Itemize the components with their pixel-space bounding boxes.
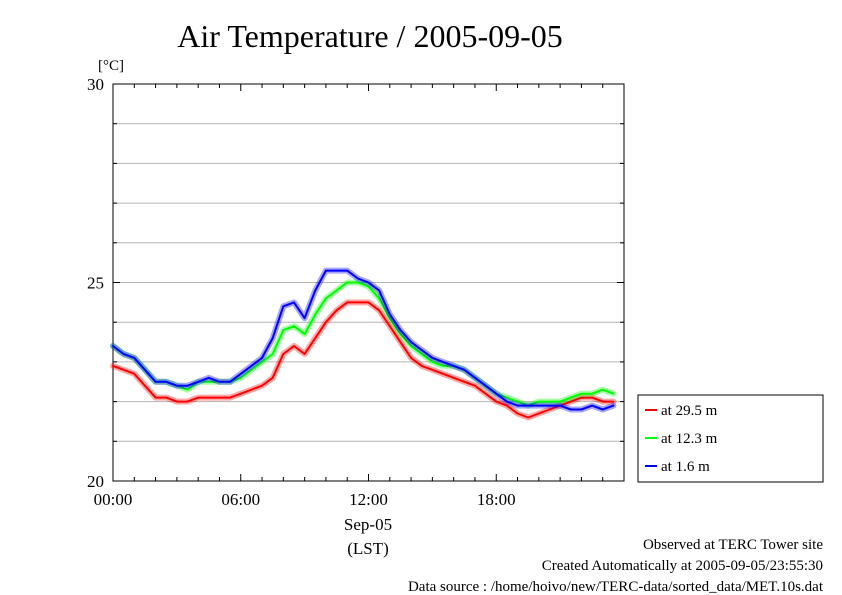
axis-ticks <box>112 83 625 482</box>
x-tick-label: 00:00 <box>94 490 133 509</box>
y-tick-label: 25 <box>87 274 104 293</box>
x-tick-label: 18:00 <box>477 490 516 509</box>
y-axis-unit: [°C] <box>98 58 124 74</box>
y-tick-labels: 20 25 30 <box>87 75 104 491</box>
y-tick-label: 30 <box>87 75 104 94</box>
x-tick-label: 06:00 <box>221 490 260 509</box>
legend-label-0: at 29.5 m <box>661 403 718 419</box>
series-line-0 <box>112 301 615 419</box>
legend-box <box>637 394 824 483</box>
footer-created: Created Automatically at 2005-09-05/23:5… <box>542 558 823 574</box>
y-tick-label: 20 <box>87 472 104 491</box>
legend-label-1: at 12.3 m <box>661 431 718 447</box>
legend: at 29.5 m at 12.3 m at 1.6 m <box>637 394 824 483</box>
x-tick-label: 12:00 <box>349 490 388 509</box>
x-tick-labels: 00:00 06:00 12:00 18:00 <box>94 490 516 509</box>
x-axis-date: Sep-05 <box>344 515 392 534</box>
legend-label-2: at 1.6 m <box>661 459 710 475</box>
footer-observed: Observed at TERC Tower site <box>643 537 823 553</box>
chart-title: Air Temperature / 2005-09-05 <box>177 18 563 54</box>
series-line-2 <box>112 269 615 411</box>
series-lines <box>110 267 617 421</box>
x-axis-timezone: (LST) <box>347 539 389 558</box>
footer-source: Data source : /home/hoivo/new/TERC-data/… <box>408 579 824 595</box>
